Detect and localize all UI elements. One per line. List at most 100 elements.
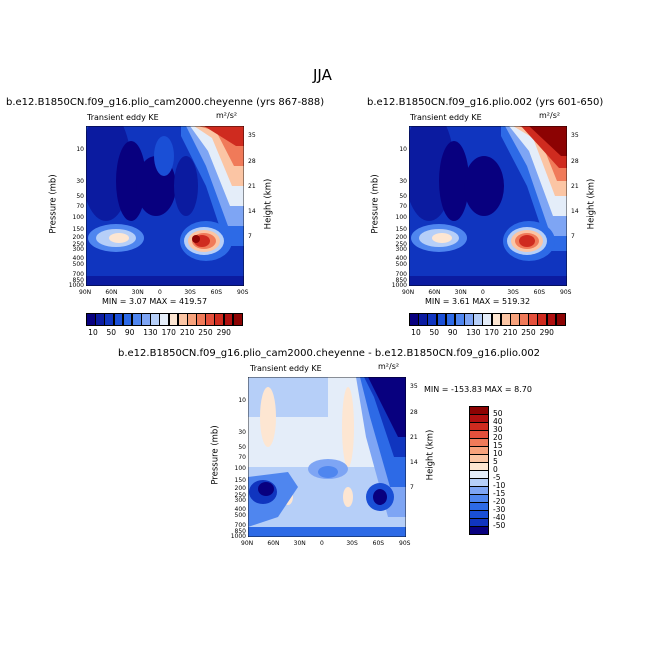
colorbar-label: 20 xyxy=(493,433,503,442)
pressure-tick-label: 1000 xyxy=(391,282,407,289)
latitude-tick-label: 60S xyxy=(533,289,546,296)
colorbar-label: 30 xyxy=(493,425,503,434)
colorbar-label: 250 xyxy=(198,328,213,337)
colorbar-label: 40 xyxy=(493,417,503,426)
panel-1-units: m²/s² xyxy=(216,111,238,120)
pressure-tick-label: 200 xyxy=(395,234,407,242)
pressure-tick-label: 250 xyxy=(234,491,246,499)
pressure-tick-label: 700 xyxy=(395,271,407,279)
colorbar-swatch xyxy=(555,313,566,326)
colorbar-label: 50 xyxy=(106,328,117,337)
pressure-tick-label: 50 xyxy=(76,193,84,201)
height-tick-label: 35 xyxy=(571,132,579,140)
colorbar-swatch xyxy=(469,526,489,535)
latitude-tick-label: 90N xyxy=(79,289,92,296)
height-tick-label: 14 xyxy=(410,458,418,466)
height-tick-label: 7 xyxy=(410,483,414,491)
colorbar-label: 250 xyxy=(521,328,536,337)
pressure-tick-label: 250 xyxy=(72,240,84,248)
colorbar-label: -40 xyxy=(493,513,506,522)
latitude-tick-label: 0 xyxy=(158,289,162,296)
pressure-tick-label: 50 xyxy=(238,444,246,452)
pressure-tick-label: 100 xyxy=(234,464,246,472)
height-tick-label: 14 xyxy=(248,207,256,215)
pressure-tick-label: 500 xyxy=(72,261,84,269)
pressure-tick-label: 70 xyxy=(76,203,84,211)
height-tick-label: 28 xyxy=(410,408,418,416)
pressure-tick-label: 10 xyxy=(76,145,84,153)
season-title: JJA xyxy=(313,66,332,84)
height-tick-label: 7 xyxy=(571,232,575,240)
panel-2-title: b.e12.B1850CN.f09_g16.plio.002 (yrs 601-… xyxy=(367,97,604,108)
pressure-tick-label: 200 xyxy=(234,485,246,493)
colorbar-panel-2: 10 50 90 130 170 210 250 290 xyxy=(409,313,566,337)
panel-3-plot xyxy=(248,377,406,537)
panel-3-ylabel-right: Height (km) xyxy=(425,429,436,481)
panel-2-field-label: Transient eddy KE xyxy=(410,113,482,122)
pressure-tick-label: 10 xyxy=(399,145,407,153)
panel-2-plot xyxy=(409,126,567,286)
panel-2-ylabel: Pressure (mb) xyxy=(370,174,381,234)
pressure-tick-label: 250 xyxy=(395,240,407,248)
colorbar-label: -20 xyxy=(493,497,506,506)
panel-2-units: m²/s² xyxy=(539,111,561,120)
panel-1-ylabel-right: Height (km) xyxy=(263,178,274,230)
pressure-tick-label: 500 xyxy=(395,261,407,269)
latitude-tick-label: 30N xyxy=(454,289,467,296)
height-tick-label: 21 xyxy=(410,433,418,441)
latitude-tick-label: 60S xyxy=(372,540,385,547)
colorbar-label: -15 xyxy=(493,489,506,498)
panel-1-title: b.e12.B1850CN.f09_g16.plio_cam2000.cheye… xyxy=(6,97,325,108)
height-tick-label: 7 xyxy=(248,232,252,240)
panel-3-ylabel: Pressure (mb) xyxy=(210,425,221,485)
latitude-tick-label: 60N xyxy=(428,289,441,296)
pressure-tick-label: 300 xyxy=(234,497,246,505)
colorbar-label: 10 xyxy=(493,449,503,458)
colorbar-label: 130 xyxy=(466,328,481,337)
pressure-tick-label: 300 xyxy=(395,246,407,254)
panel-3-minmax: MIN = -153.83 MAX = 8.70 xyxy=(424,385,532,394)
colorbar-label: -5 xyxy=(493,473,501,482)
pressure-tick-label: 400 xyxy=(234,505,246,513)
pressure-tick-label: 10 xyxy=(238,396,246,404)
pressure-tick-label: 70 xyxy=(238,454,246,462)
colorbar-panel-3: 50 40 30 20 15 10 5 0 -5 -10 -15 -20 -30 -40 -50 xyxy=(469,406,505,535)
panel-1-field-label: Transient eddy KE xyxy=(87,113,159,122)
latitude-tick-label: 90S xyxy=(399,540,411,547)
latitude-tick-label: 90S xyxy=(237,289,249,296)
panel-1-minmax: MIN = 3.07 MAX = 419.57 xyxy=(102,297,208,306)
colorbar-label: -50 xyxy=(493,521,506,530)
colorbar-label: -10 xyxy=(493,481,506,490)
latitude-tick-label: 30S xyxy=(346,540,358,547)
colorbar-label: 130 xyxy=(143,328,158,337)
pressure-tick-label: 850 xyxy=(72,277,84,285)
colorbar-label: 90 xyxy=(447,328,458,337)
colorbar-label: 170 xyxy=(484,328,499,337)
height-tick-label: 21 xyxy=(248,182,256,190)
latitude-tick-label: 90S xyxy=(560,289,572,296)
pressure-tick-label: 300 xyxy=(72,246,84,254)
height-tick-label: 28 xyxy=(571,157,579,165)
pressure-tick-label: 150 xyxy=(395,225,407,233)
latitude-tick-label: 60N xyxy=(267,540,280,547)
latitude-tick-label: 30S xyxy=(184,289,196,296)
panel-1-ylabel: Pressure (mb) xyxy=(48,174,59,234)
pressure-tick-label: 150 xyxy=(234,476,246,484)
height-tick-label: 35 xyxy=(410,383,418,391)
height-tick-label: 21 xyxy=(571,182,579,190)
pressure-tick-label: 100 xyxy=(395,213,407,221)
height-tick-label: 28 xyxy=(248,157,256,165)
colorbar-label: 170 xyxy=(161,328,176,337)
pressure-tick-label: 700 xyxy=(72,271,84,279)
panel-3-units: m²/s² xyxy=(378,362,400,371)
colorbar-label: 10 xyxy=(88,328,98,337)
pressure-tick-label: 150 xyxy=(72,225,84,233)
latitude-tick-label: 30N xyxy=(293,540,306,547)
pressure-tick-label: 700 xyxy=(234,522,246,530)
panel-2-minmax: MIN = 3.61 MAX = 519.32 xyxy=(425,297,531,306)
colorbar-label: 10 xyxy=(411,328,421,337)
pressure-tick-label: 30 xyxy=(238,429,246,437)
panel-1-plot xyxy=(86,126,244,286)
panel-2-ylabel-right: Height (km) xyxy=(586,178,597,230)
latitude-tick-label: 30S xyxy=(507,289,519,296)
